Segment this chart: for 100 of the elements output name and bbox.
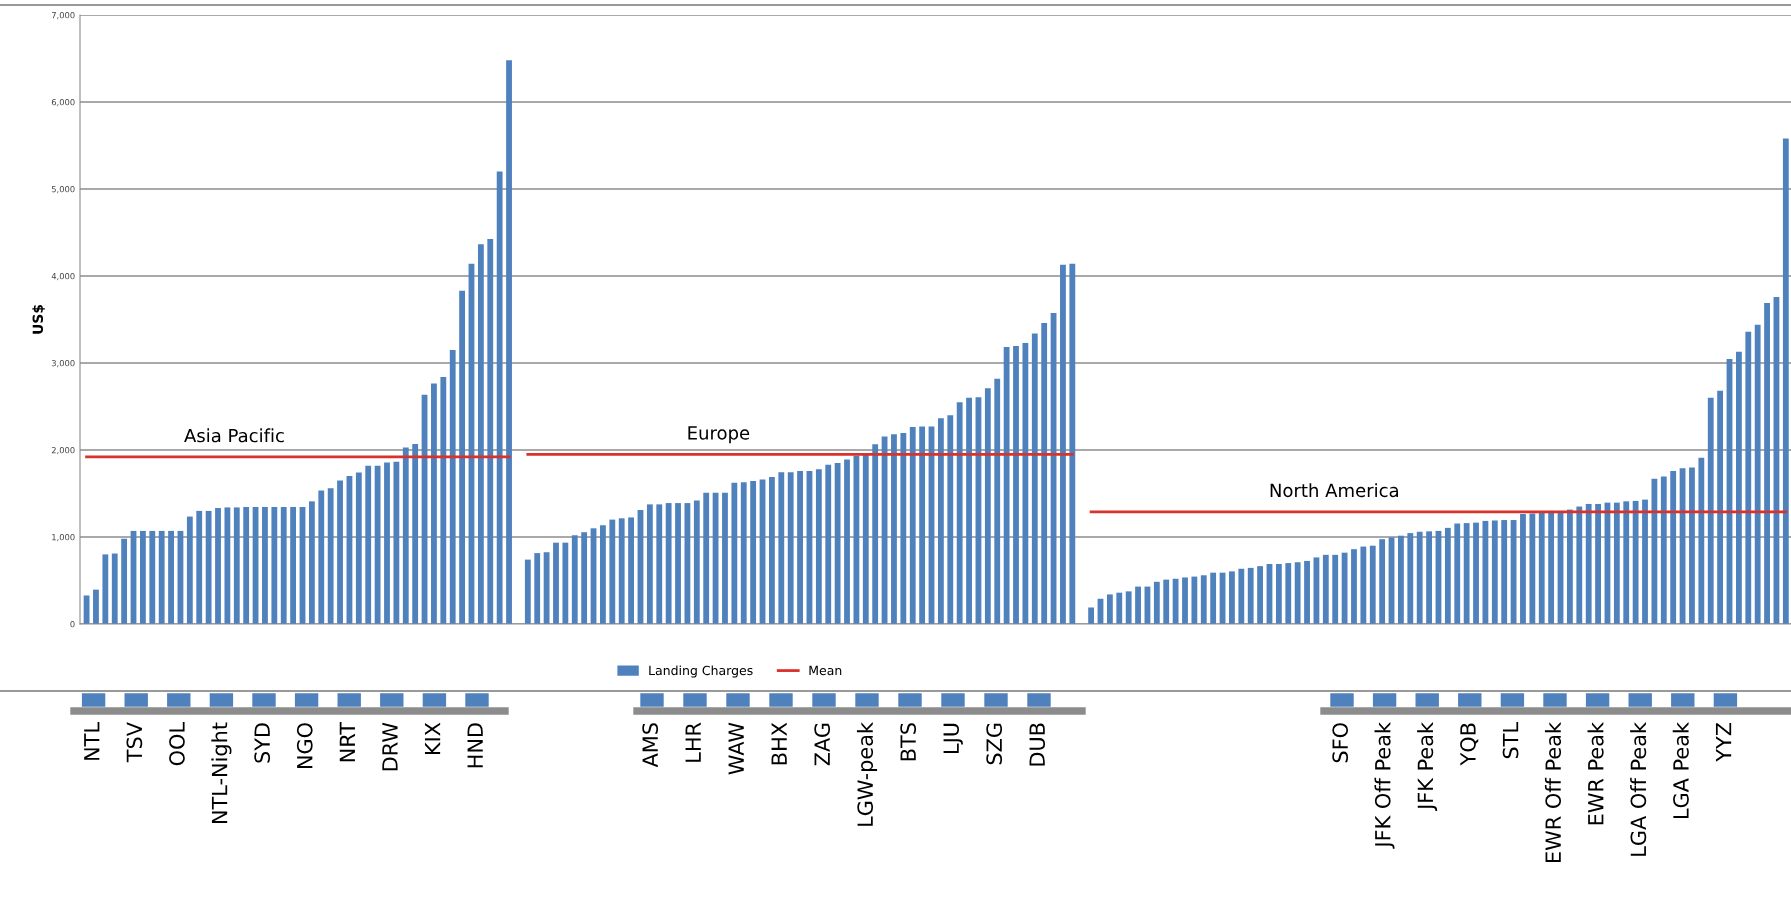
bar [1210,572,1217,624]
bar [919,426,926,624]
bar [224,507,231,624]
y-tick-label: 7,000 [51,11,75,20]
text: SZG [986,723,1003,765]
bar [543,552,550,624]
bar [440,376,447,624]
bar [1670,470,1677,624]
bar [1651,478,1658,624]
text: LGA Peak [1672,722,1689,819]
bar [506,60,512,624]
bar [271,506,278,624]
text: STL [1502,722,1519,759]
bar [318,490,325,624]
bar [834,463,841,624]
bar [1660,476,1667,624]
bar [872,444,879,624]
bar [1360,546,1367,624]
bar [402,447,409,624]
annotation: Asia Pacific [184,428,284,443]
bar [487,239,494,624]
bar [1444,527,1451,624]
bar [308,501,315,624]
text: DRW [382,722,398,771]
bar [1491,520,1498,624]
bar [1200,575,1207,624]
text: LGW-peak [856,722,878,826]
bar [1782,138,1789,624]
bar [675,503,681,624]
text: NGO [296,723,313,769]
bar [1153,581,1160,624]
bar [1191,576,1198,624]
bar [393,461,400,624]
bar [769,476,775,624]
bar [1416,531,1423,624]
text: LHR [685,722,701,762]
bar [815,469,822,624]
bar [1041,322,1048,624]
bar [1454,523,1461,624]
legend-label: Mean [809,665,842,676]
bar [1229,571,1235,624]
bar [571,535,578,624]
annotation: Europe [688,426,750,444]
bar [825,464,832,624]
bar [337,480,343,624]
bar [1698,457,1705,624]
text: BTS [900,723,917,761]
bar [1529,513,1536,624]
bar [102,554,109,624]
text: EWR Off Peak [1544,722,1562,862]
bar [1125,591,1132,624]
bar [994,378,1001,624]
bar [1689,467,1695,624]
text: OOL [169,722,185,766]
bar [1135,586,1141,624]
bar [1642,499,1648,624]
text: JFK Peak [1417,722,1438,811]
bar [740,482,747,624]
bar [1613,502,1620,624]
bar [984,388,991,624]
text: SFO [1332,723,1349,763]
bar [703,492,710,624]
bar [233,507,240,624]
bar [553,542,559,624]
bar [562,542,569,624]
bar [1623,501,1630,624]
bar [139,530,146,624]
bar [1735,351,1742,624]
annotation: North America [1270,483,1398,498]
bar [459,290,466,624]
bar [1379,539,1386,624]
y-tick-label: 0 [70,620,75,628]
bar [947,415,954,624]
bar [534,553,541,624]
bar [1398,535,1404,624]
y-tick-label: 2,000 [51,446,75,455]
bar [900,433,907,624]
bar [496,171,503,624]
bar [449,349,456,624]
text: TSV [126,722,143,763]
bar [186,516,193,624]
bar [1294,562,1301,624]
bar [158,530,165,624]
y-tick-label: 5,000 [51,185,75,194]
bar [196,510,203,624]
y-tick-label: 6,000 [51,98,75,107]
bar [1069,263,1076,624]
bar [1106,594,1113,624]
bar [1322,554,1329,624]
bar [1754,324,1761,624]
bar [656,504,663,624]
bar [524,559,531,624]
bar [891,434,897,624]
text: LJU [943,723,963,753]
bar [609,519,616,624]
text: YYZ [1715,722,1732,762]
bar [374,465,381,624]
y-tick-label: 4,000 [51,272,75,281]
bar [149,530,156,624]
y-axis-title: US$ [32,304,45,334]
